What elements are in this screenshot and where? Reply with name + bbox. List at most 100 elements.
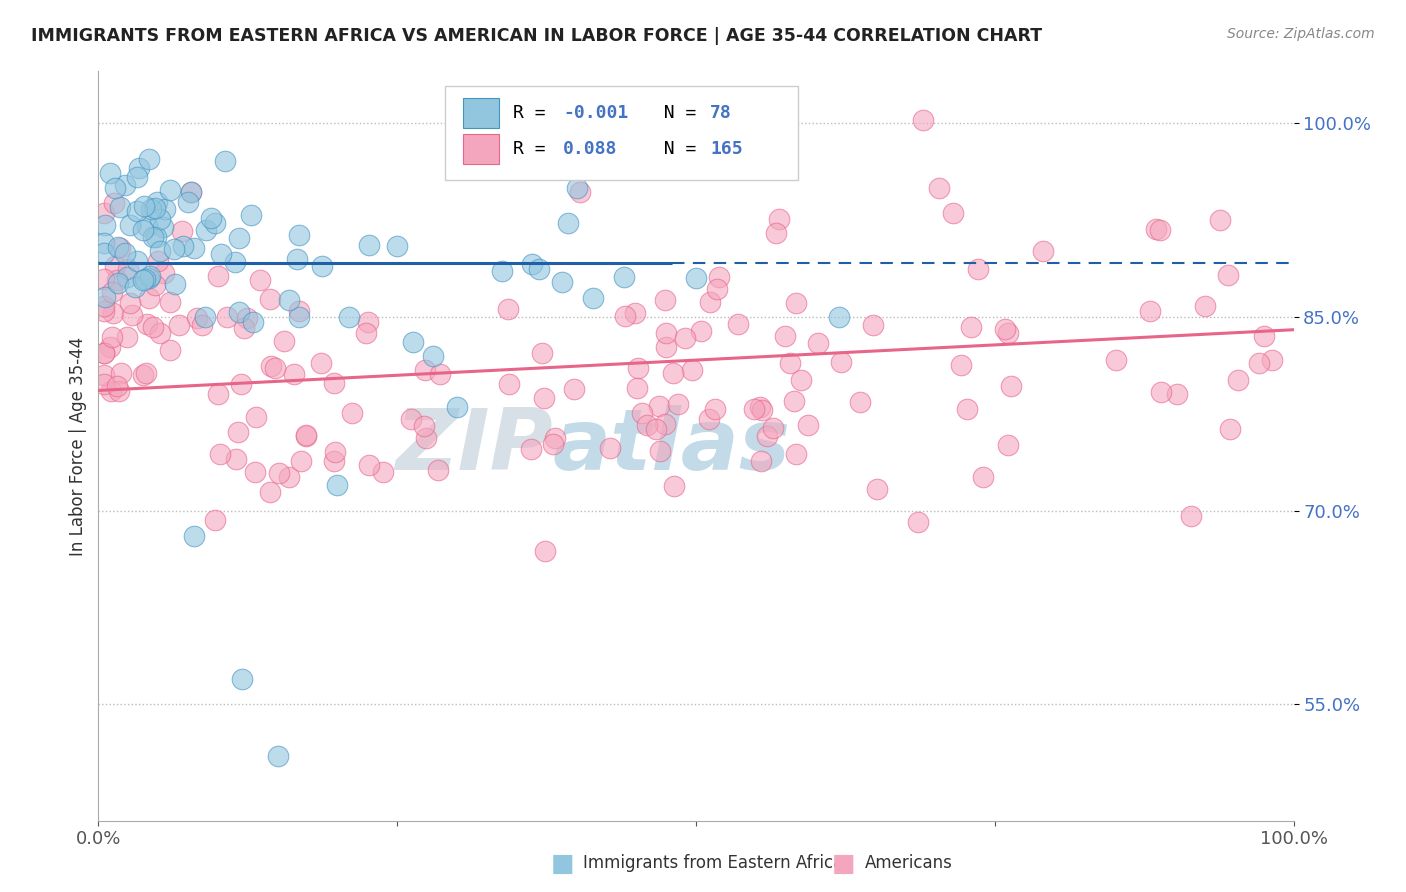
Point	[245, 409, 267, 424]
Point	[357, 458, 380, 473]
Point	[703, 401, 725, 416]
Y-axis label: In Labor Force | Age 35-44: In Labor Force | Age 35-44	[69, 336, 87, 556]
Point	[654, 417, 676, 431]
Point	[1253, 329, 1275, 343]
Point	[124, 279, 146, 293]
Text: ■: ■	[551, 852, 574, 875]
Point	[153, 267, 176, 281]
Point	[624, 305, 647, 319]
Point	[118, 218, 141, 232]
Point	[229, 376, 252, 391]
Point	[93, 299, 115, 313]
Point	[748, 400, 770, 414]
Point	[94, 218, 117, 232]
Point	[200, 211, 222, 226]
Point	[143, 277, 166, 292]
Point	[135, 219, 157, 234]
Bar	[463, 97, 499, 128]
Point	[862, 318, 884, 332]
Point	[582, 291, 605, 305]
Point	[105, 273, 128, 287]
Point	[101, 285, 124, 299]
Point	[1249, 356, 1271, 370]
Point	[242, 315, 264, 329]
Point	[323, 376, 346, 390]
Point	[614, 310, 637, 324]
Point	[960, 320, 983, 334]
Point	[928, 180, 950, 194]
Point	[1180, 509, 1202, 524]
Point	[127, 203, 149, 218]
Point	[309, 356, 332, 370]
Point	[101, 306, 124, 320]
Point	[955, 401, 977, 416]
Point	[295, 429, 318, 443]
Point	[259, 485, 281, 500]
Point	[645, 422, 668, 436]
Point	[118, 296, 141, 310]
Point	[385, 239, 409, 253]
Point	[278, 293, 301, 308]
Point	[783, 394, 806, 409]
Point	[159, 183, 181, 197]
Point	[159, 343, 181, 357]
Point	[152, 220, 174, 235]
Point	[141, 202, 163, 217]
Point	[167, 318, 190, 332]
Point	[273, 334, 295, 349]
Point	[114, 245, 136, 260]
Point	[209, 247, 232, 261]
Point	[1194, 300, 1216, 314]
Point	[666, 397, 689, 411]
Point	[797, 418, 820, 433]
Point	[569, 186, 592, 200]
Point	[749, 454, 772, 468]
Text: N =: N =	[643, 103, 707, 121]
Point	[128, 161, 150, 175]
Point	[294, 427, 316, 442]
Point	[224, 255, 246, 269]
Point	[1031, 244, 1053, 258]
Point	[706, 281, 728, 295]
Point	[541, 437, 564, 451]
Point	[93, 245, 115, 260]
Point	[626, 381, 648, 395]
Point	[690, 324, 713, 338]
Point	[231, 672, 253, 686]
Point	[426, 463, 449, 477]
Point	[215, 310, 238, 324]
Point	[1226, 373, 1249, 387]
Point	[648, 444, 671, 458]
Point	[429, 368, 451, 382]
Point	[259, 292, 281, 306]
Point	[773, 329, 796, 343]
Point	[790, 373, 813, 387]
Point	[159, 294, 181, 309]
Point	[1166, 387, 1188, 401]
Point	[359, 238, 381, 252]
Text: 165: 165	[710, 139, 742, 158]
Point	[655, 326, 678, 340]
Point	[290, 454, 312, 468]
Point	[132, 273, 155, 287]
Point	[785, 295, 807, 310]
Point	[681, 362, 703, 376]
Text: ■: ■	[832, 852, 855, 875]
Point	[135, 366, 157, 380]
Point	[912, 112, 935, 127]
Point	[145, 229, 167, 244]
Point	[228, 230, 250, 244]
Point	[93, 271, 115, 285]
Point	[170, 224, 193, 238]
Point	[1150, 385, 1173, 400]
Point	[183, 241, 205, 255]
Point	[949, 359, 972, 373]
Point	[288, 310, 311, 324]
Point	[103, 195, 125, 210]
Point	[132, 368, 155, 382]
Point	[183, 529, 205, 543]
Point	[249, 273, 271, 287]
Text: Americans: Americans	[865, 855, 953, 872]
Point	[415, 362, 437, 376]
Point	[322, 453, 344, 467]
